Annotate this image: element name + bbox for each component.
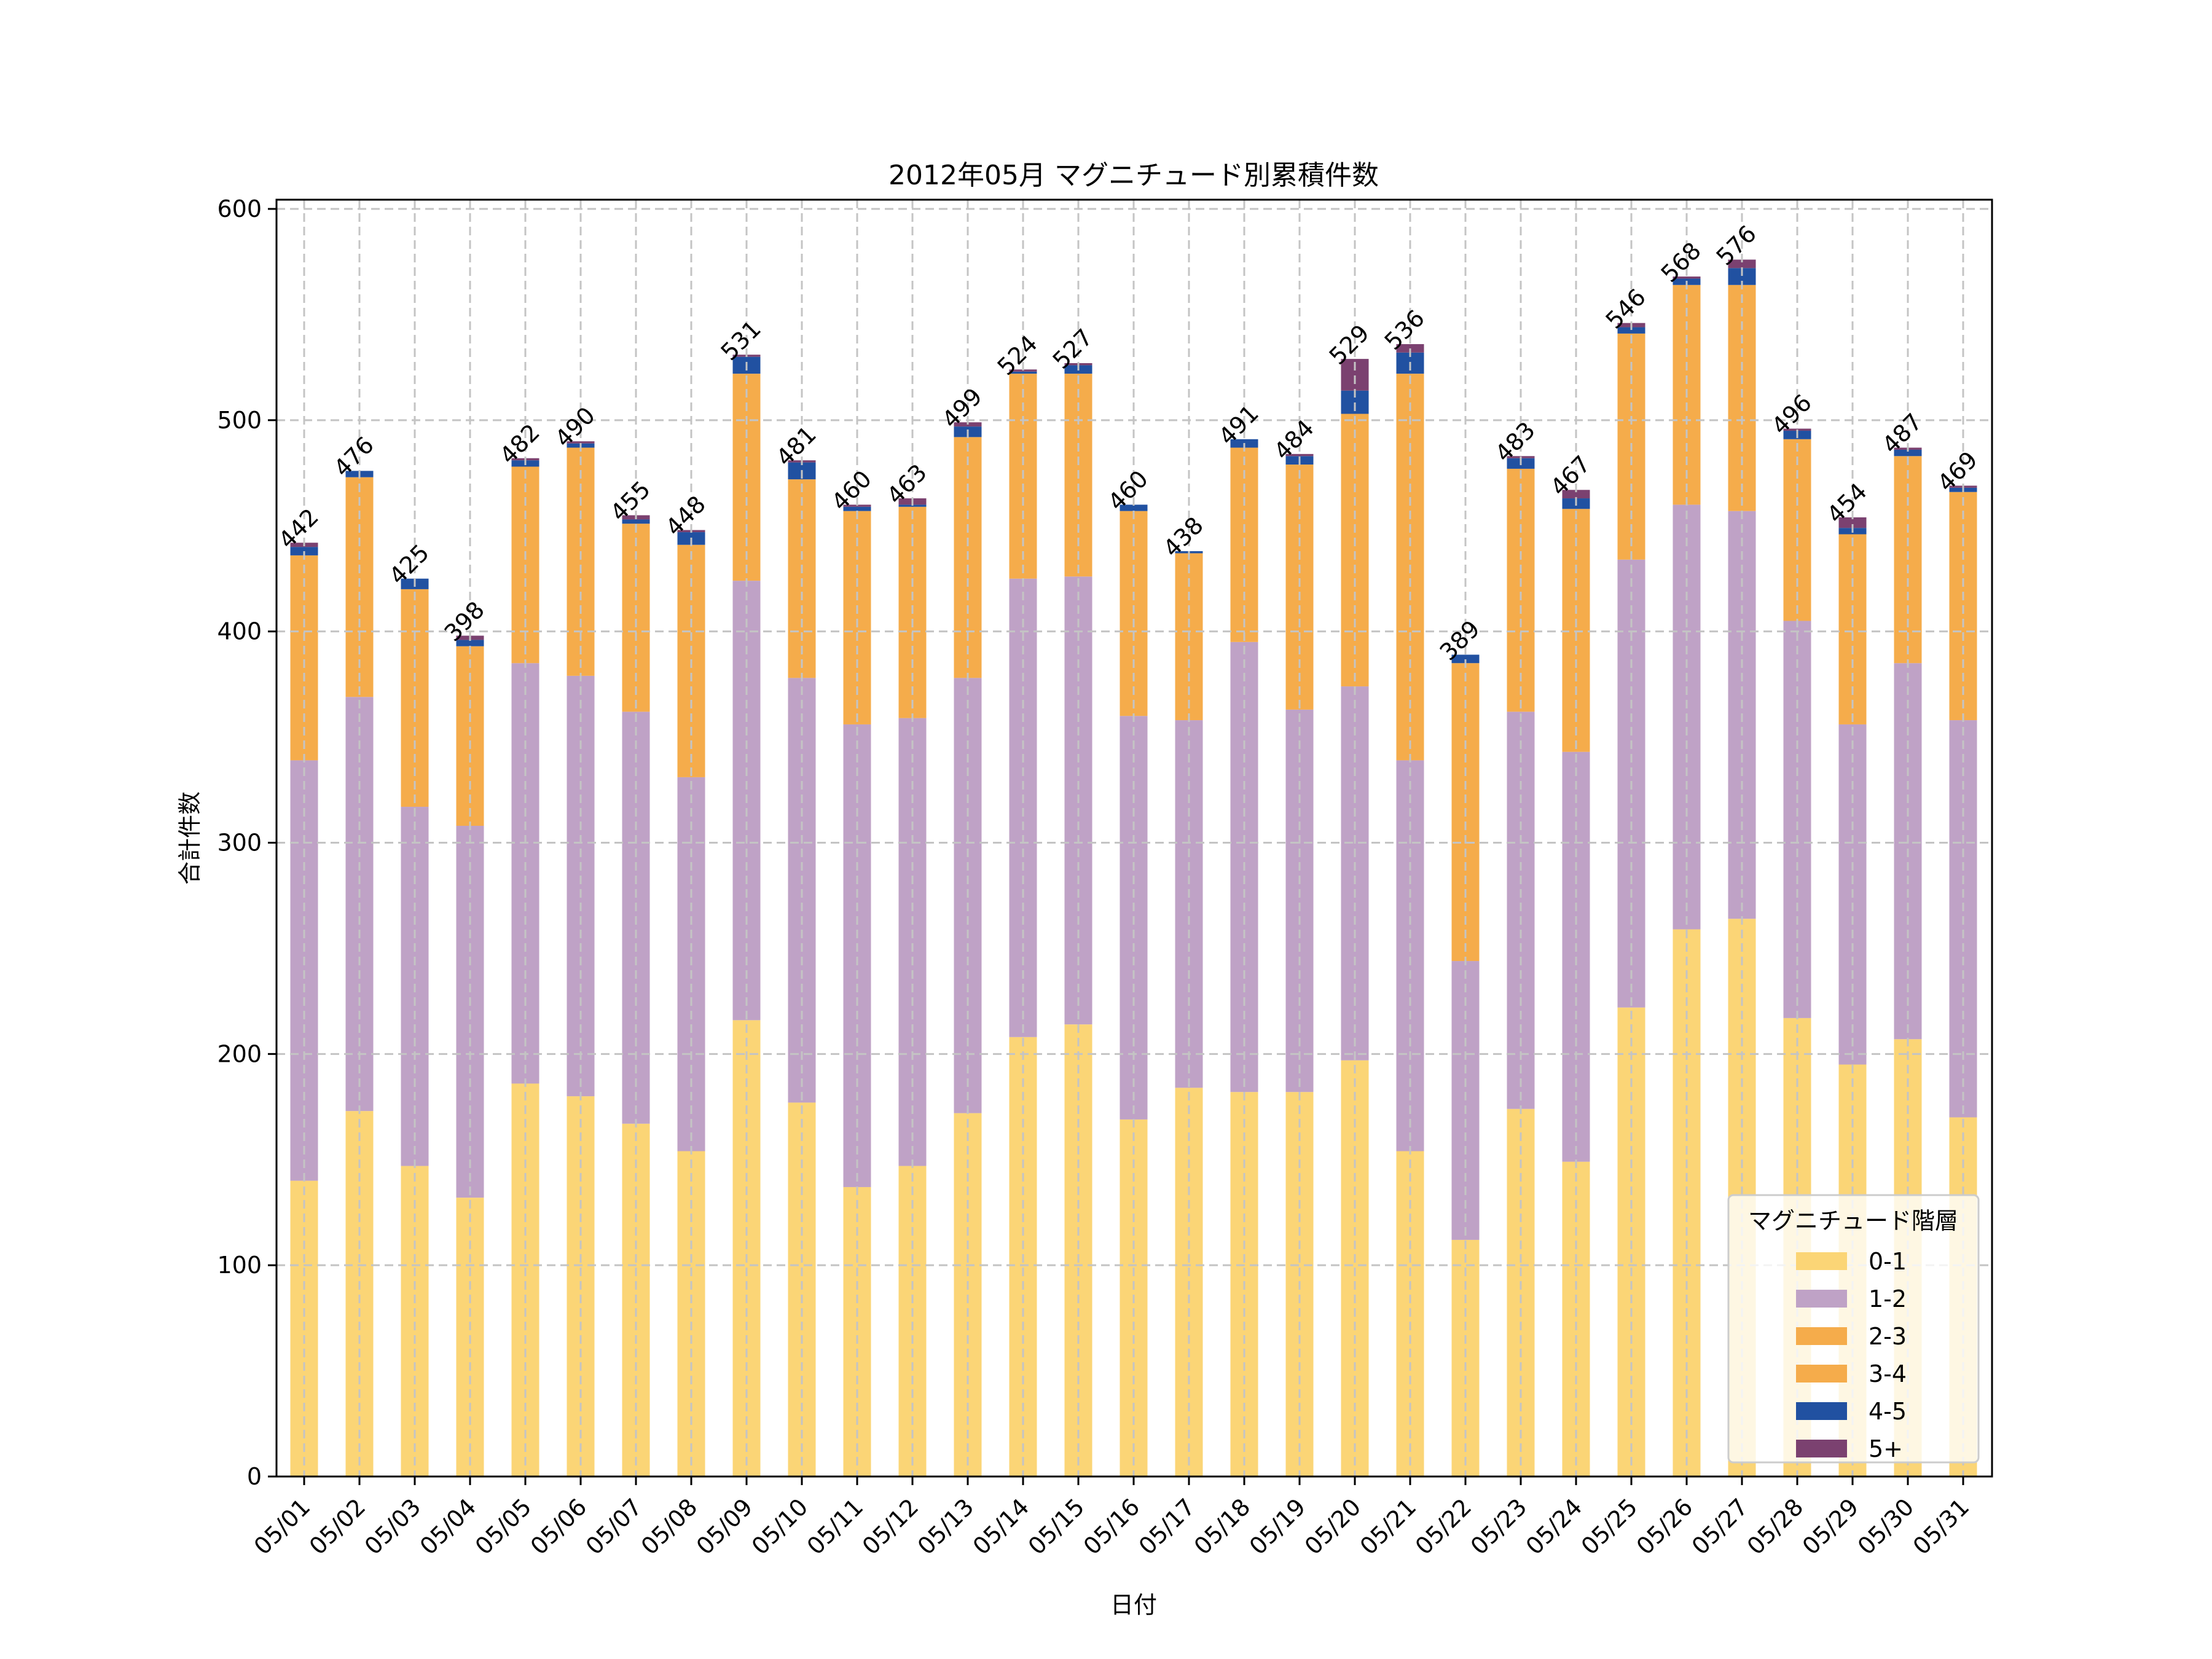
bar-segment-1-2 (898, 718, 927, 1166)
bar-segment-1-2 (511, 663, 539, 1084)
x-tick-label: 05/25 (1576, 1493, 1643, 1560)
bar-segment-4-5 (1451, 654, 1480, 664)
x-tick-label: 05/24 (1521, 1493, 1588, 1560)
bar-segment-1-2 (843, 724, 871, 1187)
y-axis: 0 100 200 300 400 500 600 (217, 195, 276, 1490)
x-tick-label: 05/22 (1410, 1493, 1477, 1560)
legend-swatch-4-5 (1796, 1402, 1847, 1420)
bar-segment-4-5 (898, 504, 927, 507)
x-tick-label: 05/31 (1908, 1493, 1975, 1560)
x-tick-label: 05/03 (359, 1493, 426, 1560)
bar-segment-4-5 (622, 519, 650, 524)
x-tick-label: 05/26 (1631, 1493, 1698, 1560)
bar-segment-4-5 (843, 506, 871, 511)
y-tick-label: 500 (217, 407, 262, 434)
y-tick-label: 0 (247, 1463, 262, 1490)
bar-segment-4-5 (1894, 449, 1922, 457)
legend-label: 5+ (1869, 1435, 1903, 1462)
bar-segment-4-5 (1009, 371, 1037, 374)
x-tick-label: 05/05 (470, 1493, 537, 1560)
x-tick-label: 05/28 (1742, 1493, 1809, 1560)
x-tick-label: 05/19 (1244, 1493, 1311, 1560)
chart-title: 2012年05月 マグニチュード別累積件数 (888, 160, 1379, 191)
bar-segment-4-5 (456, 640, 484, 646)
bar-segment-5+ (1285, 453, 1314, 457)
x-tick-label: 05/27 (1687, 1493, 1754, 1560)
y-tick-label: 400 (217, 618, 262, 645)
x-tick-label: 05/12 (857, 1493, 924, 1560)
bar-segment-5+ (1728, 259, 1756, 269)
bar-segment-2-3 (290, 555, 318, 761)
legend: マグニチュード階層 0-1 1-2 2-3 3-4 4-5 5+ (1727, 1194, 1980, 1464)
x-tick-label: 05/08 (636, 1493, 703, 1560)
legend-label: 2-3 (1869, 1323, 1907, 1350)
grid (276, 200, 1992, 1477)
x-tick-label: 05/14 (968, 1493, 1035, 1560)
y-tick-label: 200 (217, 1040, 262, 1067)
x-tick-label: 05/13 (912, 1493, 979, 1560)
bar-segment-5+ (843, 504, 871, 507)
bar-segment-5+ (1838, 517, 1867, 528)
legend-swatch-3-4 (1796, 1365, 1847, 1382)
x-tick-label: 05/23 (1465, 1493, 1532, 1560)
bar-segment-2-3 (1562, 509, 1590, 752)
legend-label: 0-1 (1869, 1248, 1907, 1275)
x-tick-label: 05/10 (747, 1493, 814, 1560)
legend-swatch-0-1 (1796, 1252, 1847, 1270)
legend-label: 1-2 (1869, 1285, 1907, 1312)
x-tick-label: 05/30 (1853, 1493, 1920, 1560)
legend-label: 3-4 (1869, 1360, 1907, 1387)
x-tick-label: 05/06 (525, 1493, 592, 1560)
x-tick-label: 05/18 (1189, 1493, 1256, 1560)
y-tick-label: 600 (217, 195, 262, 222)
x-tick-label: 05/29 (1797, 1493, 1864, 1560)
bar-segment-0-1 (1507, 1108, 1535, 1477)
x-tick-label: 05/07 (581, 1493, 648, 1560)
x-tick-label: 05/15 (1023, 1493, 1090, 1560)
legend-swatch-5+ (1796, 1440, 1847, 1457)
legend-swatch-1-2 (1796, 1290, 1847, 1308)
bar-segment-5+ (567, 441, 595, 444)
x-tick-label: 05/04 (415, 1493, 482, 1560)
x-tick-label: 05/11 (802, 1493, 869, 1560)
x-tick-label: 05/09 (691, 1493, 758, 1560)
legend-label: 4-5 (1869, 1398, 1907, 1425)
x-tick-label: 05/16 (1078, 1493, 1145, 1560)
legend-swatch-2-3 (1796, 1327, 1847, 1345)
bar-segment-5+ (1396, 344, 1424, 353)
x-tick-label: 05/20 (1300, 1493, 1367, 1560)
x-tick-label: 05/21 (1355, 1493, 1422, 1560)
y-axis-label: 合計件数 (176, 791, 203, 885)
y-tick-label: 300 (217, 830, 262, 857)
x-tick-label: 05/17 (1134, 1493, 1201, 1560)
bar-segment-5+ (1673, 276, 1701, 279)
bar-segment-1-2 (1285, 709, 1314, 1092)
x-tick-label: 05/01 (249, 1493, 316, 1560)
bar-segment-2-3 (1507, 468, 1535, 712)
x-axis: 05/0105/0205/0305/0405/0505/0605/0705/08… (249, 1477, 1975, 1560)
bar-segment-2-3 (1341, 414, 1369, 687)
bar-segment-2-3 (567, 447, 595, 676)
bar-segment-1-2 (567, 675, 595, 1097)
legend-box (1727, 1194, 1980, 1464)
bar-segment-5+ (1562, 490, 1590, 499)
bar-segment-4-5 (1120, 504, 1148, 511)
y-tick-label: 100 (217, 1252, 262, 1279)
x-axis-label: 日付 (1110, 1591, 1157, 1618)
bar-segment-2-3 (1838, 534, 1867, 724)
bar-segment-0-1 (345, 1111, 374, 1477)
bar-segment-0-1 (1562, 1161, 1590, 1477)
bar-segment-5+ (1009, 369, 1037, 372)
bar-segment-4-5 (1617, 327, 1645, 334)
x-tick-label: 05/02 (304, 1493, 371, 1560)
legend-title: マグニチュード階層 (1748, 1207, 1958, 1234)
